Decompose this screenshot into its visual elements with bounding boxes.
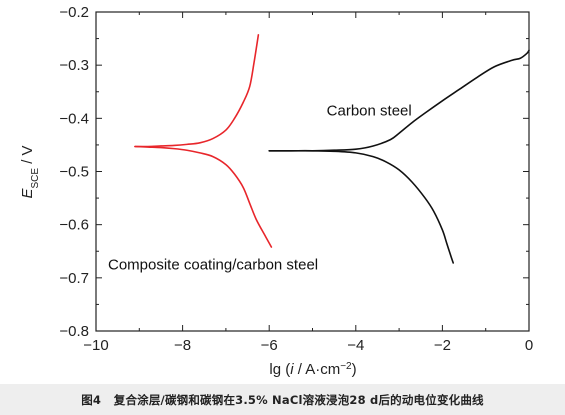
x-tick-label: 0 <box>525 337 533 354</box>
x-tick-label: −8 <box>174 337 191 354</box>
y-tick-label: −0.2 <box>59 4 89 21</box>
y-tick-label: −0.4 <box>59 110 89 127</box>
y-axis-title: ESCE / V <box>19 145 41 198</box>
y-tick-label: −0.3 <box>59 57 89 74</box>
series-layer: Composite coating/carbon steel Carbon ste… <box>108 34 530 274</box>
polarization-chart: Composite coating/carbon steel Carbon ste… <box>19 4 533 379</box>
y-tick-label: −0.5 <box>59 164 89 181</box>
series-label-composite-coating-carbon-steel: Composite coating/carbon steel <box>108 257 318 274</box>
x-tick-label: −6 <box>261 337 278 354</box>
series-line-carbon-steel-cathodic <box>268 149 455 264</box>
x-tick-label: −2 <box>434 337 451 354</box>
series-line-carbon-steel-anodic <box>268 49 530 152</box>
figure-caption: 图4 复合涂层/碳钢和碳钢在3.5% NaCl溶液浸泡28 d后的动电位变化曲线 <box>0 384 565 415</box>
plot-frame <box>95 11 530 332</box>
x-tick-label: −10 <box>83 337 108 354</box>
series-line-composite-coating-carbon-steel-cathodic <box>134 145 273 248</box>
series-label-carbon-steel: Carbon steel <box>327 102 412 119</box>
caption-text: 图4 复合涂层/碳钢和碳钢在3.5% NaCl溶液浸泡28 d后的动电位变化曲线 <box>81 392 484 407</box>
y-tick-label: −0.8 <box>59 323 89 340</box>
axes <box>95 11 530 332</box>
y-tick-label: −0.6 <box>59 217 89 234</box>
tick-labels: −10 −8 −6 −4 −2 0 −0.8 −0.7 −0.6 −0.5 −0.4 −0.3 −0.2 <box>59 4 533 354</box>
y-tick-label: −0.7 <box>59 270 89 287</box>
series-line-composite-coating-carbon-steel-anodic <box>134 34 260 148</box>
x-axis-title: lg (i / A·cm−2) <box>269 361 356 379</box>
x-tick-label: −4 <box>347 337 364 354</box>
